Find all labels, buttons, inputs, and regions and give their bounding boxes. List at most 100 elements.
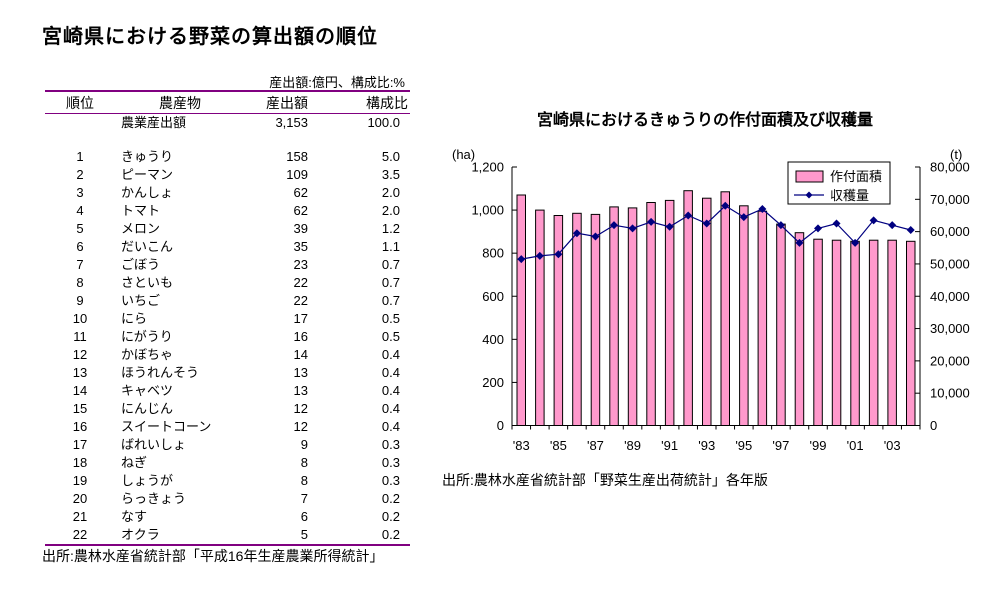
chart-source: 出所:農林水産省統計部「野菜生産出荷統計」各年版 (442, 472, 768, 488)
cell-product: きゅうり (121, 149, 174, 164)
right-axis-tick-label: 60,000 (930, 224, 970, 239)
cell-value: 5 (300, 527, 308, 542)
bar-'86 (572, 212, 582, 426)
bar-'89 (627, 207, 638, 427)
cell-product: ごぼう (121, 257, 161, 272)
production-table: 順位 農産物 産出額 構成比 農業産出額 3,153 100.0 1 きゅうり 158 5.… (45, 90, 410, 546)
cell-value: 9 (300, 437, 308, 452)
cell-product: かぼちゃ (121, 347, 174, 362)
cell-rank: 11 (73, 329, 87, 344)
cell-product: オクラ (121, 527, 160, 542)
x-axis-tick-label: '87 (587, 438, 604, 453)
diamond-marker (684, 211, 693, 220)
table-row: 1 きゅうり 158 5.0 (45, 148, 410, 166)
table-row: 22 オクラ 5 0.2 (45, 526, 410, 545)
cell-ratio: 0.3 (381, 473, 400, 488)
legend-label-harvest: 収穫量 (830, 188, 869, 203)
cell-product: キャベツ (121, 383, 174, 398)
chart-title: 宮崎県におけるきゅうりの作付面積及び収穫量 (536, 112, 873, 129)
cell-product: さといも (121, 275, 174, 290)
diamond-marker (610, 221, 618, 230)
table-row: 3 かんしょ 62 2.0 (45, 184, 410, 202)
cell-product: にがうり (121, 329, 173, 344)
cell-product: なす (121, 509, 148, 524)
left-axis-unit-label: (ha) (452, 147, 475, 162)
table-row: 10 にら 17 0.5 (45, 310, 410, 328)
bar-'00 (831, 239, 842, 426)
bar-'93 (702, 197, 712, 427)
x-axis-tick-label: '03 (884, 438, 901, 453)
right-axis-tick-label: 30,000 (930, 321, 970, 336)
diamond-marker (665, 222, 674, 231)
legend-label-area: 作付面積 (830, 169, 882, 184)
bar-'97 (776, 223, 786, 426)
diamond-marker (721, 201, 730, 210)
cell-rank: 13 (72, 365, 88, 380)
bar-'91 (664, 199, 675, 427)
cell-value: 3,153 (275, 115, 308, 130)
diamond-marker (554, 250, 563, 259)
cell-ratio: 0.2 (381, 527, 400, 542)
cell-product: ねぎ (121, 455, 148, 470)
left-axis-tick-label: 400 (482, 332, 504, 347)
cell-rank: 18 (72, 455, 88, 470)
cell-ratio: 2.0 (381, 203, 400, 218)
cell-rank: 6 (76, 239, 84, 254)
cell-product: ばれいしょ (121, 437, 187, 452)
cell-ratio: 3.5 (381, 167, 400, 182)
right-axis-tick-label: 40,000 (930, 289, 970, 304)
cell-rank (45, 114, 115, 133)
table-row: 5 メロン 39 1.2 (45, 220, 410, 238)
right-axis-tick-label: 50,000 (930, 256, 970, 271)
cell-value: 22 (293, 275, 308, 290)
document-title: 宮崎県における野菜の算出額の順位 (42, 26, 378, 48)
cell-rank: 16 (72, 419, 88, 434)
right-axis-unit-label: (t) (950, 147, 962, 162)
cell-product: らっきょう (121, 491, 187, 506)
bar-'01 (850, 240, 860, 426)
axis-labels: 0 200 400 600 800 1,000 1,200 0 10,000 20,000 30,0… (452, 147, 970, 453)
cell-value: 62 (293, 203, 308, 218)
x-axis-tick-label: '93 (698, 438, 715, 453)
cell-rank: 19 (72, 473, 88, 488)
x-axis-tick-label: '89 (624, 438, 641, 453)
cell-value: 12 (293, 419, 308, 434)
table-row: 2 ピーマン 109 3.5 (45, 166, 410, 184)
line-series (517, 201, 915, 264)
left-axis-tick-label: 600 (482, 289, 504, 304)
cell-product: にんじん (121, 401, 174, 416)
bar-'99 (813, 238, 823, 426)
right-axis-tick-label: 20,000 (930, 353, 970, 368)
bar-'94 (720, 191, 730, 426)
table-row: 4 トマト 62 2.0 (45, 202, 410, 220)
cell-value: 16 (293, 329, 308, 344)
cell-rank: 8 (76, 275, 84, 290)
cell-product: 農業産出額 (121, 115, 187, 130)
cell-value: 35 (293, 239, 308, 254)
left-axis-tick-label: 800 (482, 246, 504, 261)
cell-rank: 21 (72, 509, 88, 524)
x-axis-tick-label: '97 (772, 438, 789, 453)
x-axis-tick-label: '85 (550, 438, 567, 453)
cell-ratio: 0.7 (381, 293, 400, 308)
diamond-marker (739, 213, 748, 222)
cell-ratio: 0.3 (381, 455, 400, 470)
bar-'98 (794, 232, 805, 426)
cell-value (245, 132, 308, 148)
cell-value: 7 (300, 491, 308, 506)
cell-ratio (308, 132, 410, 148)
cell-ratio: 0.5 (381, 329, 400, 344)
diamond-marker (851, 238, 860, 247)
cell-product (115, 132, 245, 148)
table-header-row: 順位 農産物 産出額 構成比 (45, 91, 410, 114)
diamond-marker (591, 232, 600, 241)
header-ratio: 構成比 (366, 94, 408, 111)
left-axis-tick-label: 1,200 (471, 160, 504, 175)
cell-rank: 17 (72, 437, 88, 452)
cell-ratio: 0.4 (381, 401, 400, 416)
cell-value: 14 (293, 347, 308, 362)
cucumber-chart: 0 200 400 600 800 1,000 1,200 0 10,000 20,000 30,0… (452, 147, 970, 453)
cell-value: 22 (293, 293, 308, 308)
table-row: 8 さといも 22 0.7 (45, 274, 410, 292)
